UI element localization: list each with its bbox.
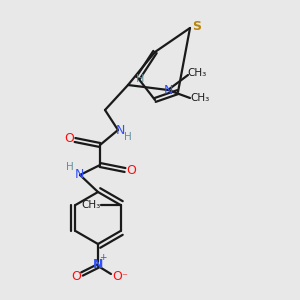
Text: CH₃: CH₃	[188, 68, 207, 78]
Text: +: +	[99, 254, 107, 262]
Text: CH₃: CH₃	[190, 93, 210, 103]
Text: N: N	[74, 169, 84, 182]
Text: ⁻: ⁻	[121, 272, 127, 282]
Text: H: H	[66, 162, 74, 172]
Text: N: N	[163, 83, 173, 97]
Text: N: N	[93, 257, 103, 271]
Text: O: O	[112, 269, 122, 283]
Text: N: N	[115, 124, 125, 136]
Text: CH₃: CH₃	[81, 200, 100, 210]
Text: S: S	[193, 20, 202, 32]
Text: O: O	[64, 131, 74, 145]
Text: H: H	[136, 74, 144, 84]
Text: H: H	[124, 132, 132, 142]
Text: O: O	[126, 164, 136, 176]
Text: O: O	[71, 269, 81, 283]
